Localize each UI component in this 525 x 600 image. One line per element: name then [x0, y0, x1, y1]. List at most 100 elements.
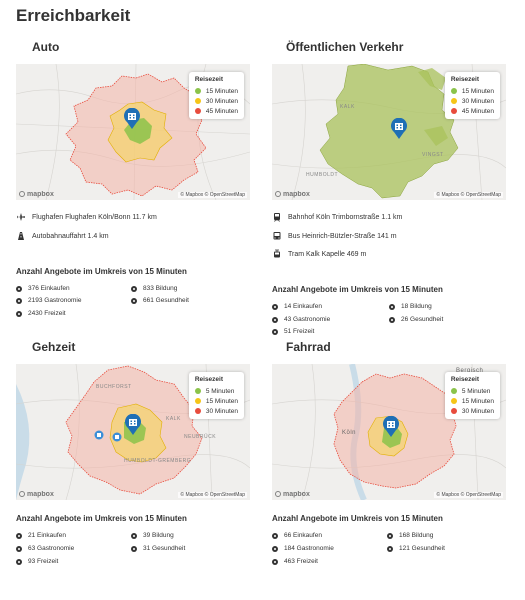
- legend-label: 15 Minuten: [205, 397, 238, 405]
- legend-dot-green: [194, 88, 201, 94]
- legend-label: 30 Minuten: [461, 407, 494, 415]
- info-highway-text: Autobahnauffahrt 1.4 km: [32, 232, 109, 240]
- legend-fahrrad: Reisezeit 5 Minuten 15 Minuten 30 Minute…: [444, 372, 500, 419]
- stats-title-oev: Anzahl Angebote im Umkreis von 15 Minute…: [272, 285, 443, 294]
- map-label: KALK: [340, 104, 355, 110]
- legend-dot-red: [194, 408, 201, 414]
- legend-auto: Reisezeit 15 Minuten 30 Minuten 45 Minut…: [188, 72, 244, 119]
- section-title-oev: Öffentlichen Verkehr: [286, 40, 404, 54]
- info-train-text: Bahnhof Köln Trimbornstraße 1.1 km: [288, 213, 403, 221]
- highway-icon: [16, 231, 26, 241]
- legend-dot-green: [450, 388, 457, 394]
- section-title-gehzeit: Gehzeit: [32, 340, 76, 354]
- legend-gehzeit: Reisezeit 5 Minuten 15 Minuten 30 Minute…: [188, 372, 244, 419]
- legend-label: 45 Minuten: [461, 107, 494, 115]
- mapbox-logo[interactable]: mapbox: [275, 491, 310, 498]
- info-airport: Flughafen Flughafen Köln/Bonn 11.7 km: [16, 212, 157, 222]
- legend-dot-green: [194, 388, 201, 394]
- map-label: BUCHFORST: [96, 384, 132, 390]
- tram-icon: [272, 249, 282, 259]
- location-pin-icon[interactable]: [124, 414, 142, 436]
- legend-label: 45 Minuten: [205, 107, 238, 115]
- map-label: HUMBOLDT: [306, 172, 339, 178]
- legend-title: Reisezeit: [194, 376, 224, 383]
- location-pin-icon[interactable]: [382, 416, 400, 438]
- stat-item: 51 Freizeit: [272, 328, 314, 335]
- legend-label: 5 Minuten: [205, 387, 235, 395]
- bus-icon: [272, 231, 282, 241]
- map-fahrrad[interactable]: Bergisch Köln Reisezeit 5 Minuten 15 Min…: [272, 364, 506, 500]
- legend-dot-yellow: [450, 98, 457, 104]
- map-attribution[interactable]: © Mapbox © OpenStreetMap: [178, 192, 247, 198]
- stat-item: 43 Gastronomie: [272, 316, 330, 323]
- stat-item: 14 Einkaufen: [272, 303, 322, 310]
- legend-title: Reisezeit: [194, 76, 224, 83]
- legend-dot-yellow: [194, 98, 201, 104]
- page-title: Erreichbarkeit: [16, 6, 131, 25]
- mapbox-logo[interactable]: mapbox: [19, 191, 54, 198]
- stat-item: 833 Bildung: [131, 285, 177, 292]
- legend-label: 15 Minuten: [205, 87, 238, 95]
- stat-item: 63 Gastronomie: [16, 545, 74, 552]
- legend-dot-yellow: [194, 398, 201, 404]
- legend-label: 30 Minuten: [205, 97, 238, 105]
- legend-dot-red: [450, 108, 457, 114]
- stats-title-auto: Anzahl Angebote im Umkreis von 15 Minute…: [16, 267, 187, 276]
- legend-dot-red: [194, 108, 201, 114]
- section-title-fahrrad: Fahrrad: [286, 340, 331, 354]
- stat-item: 93 Freizeit: [16, 558, 58, 565]
- airplane-icon: [16, 212, 26, 222]
- legend-label: 30 Minuten: [461, 97, 494, 105]
- map-label: VINGST: [422, 152, 444, 158]
- legend-title: Reisezeit: [450, 76, 480, 83]
- stat-item: 376 Einkaufen: [16, 285, 70, 292]
- mapbox-logo[interactable]: mapbox: [19, 491, 54, 498]
- stat-item: 66 Einkaufen: [272, 532, 322, 539]
- info-tram-text: Tram Kalk Kapelle 469 m: [288, 250, 367, 258]
- legend-dot-red: [450, 408, 457, 414]
- mapbox-logo[interactable]: mapbox: [275, 191, 310, 198]
- map-auto[interactable]: Reisezeit 15 Minuten 30 Minuten 45 Minut…: [16, 64, 250, 200]
- info-bus: Bus Heinrich-Bützler-Straße 141 m: [272, 231, 397, 241]
- info-highway: Autobahnauffahrt 1.4 km: [16, 231, 109, 241]
- map-attribution[interactable]: © Mapbox © OpenStreetMap: [178, 492, 247, 498]
- map-label: Köln: [342, 430, 357, 436]
- location-pin-icon[interactable]: [390, 118, 408, 140]
- map-label: Bergisch: [456, 368, 484, 374]
- legend-label: 15 Minuten: [461, 397, 494, 405]
- stats-title-gehzeit: Anzahl Angebote im Umkreis von 15 Minute…: [16, 514, 187, 523]
- stats-title-fahrrad: Anzahl Angebote im Umkreis von 15 Minute…: [272, 514, 443, 523]
- info-airport-text: Flughafen Flughafen Köln/Bonn 11.7 km: [32, 213, 157, 221]
- map-gehzeit[interactable]: BUCHFORST KALK HUMBOLDT-GREMBERG NEUBRÜC…: [16, 364, 250, 500]
- poi-marker-icon[interactable]: [94, 430, 104, 440]
- stat-item: 168 Bildung: [387, 532, 433, 539]
- map-label: HUMBOLDT-GREMBERG: [124, 458, 192, 464]
- info-bus-text: Bus Heinrich-Bützler-Straße 141 m: [288, 232, 397, 240]
- stat-item: 2193 Gastronomie: [16, 297, 81, 304]
- info-tram: Tram Kalk Kapelle 469 m: [272, 249, 366, 259]
- map-label: KALK: [166, 416, 181, 422]
- stat-item: 463 Freizeit: [272, 558, 318, 565]
- legend-dot-yellow: [450, 398, 457, 404]
- stat-item: 21 Einkaufen: [16, 532, 66, 539]
- stat-item: 121 Gesundheit: [387, 545, 445, 552]
- map-oev-base: [272, 64, 506, 200]
- map-label: NEUBRÜCK: [184, 434, 217, 440]
- legend-title: Reisezeit: [450, 376, 480, 383]
- section-title-auto: Auto: [32, 40, 60, 54]
- stat-item: 661 Gesundheit: [131, 297, 189, 304]
- map-attribution[interactable]: © Mapbox © OpenStreetMap: [434, 192, 503, 198]
- stat-item: 2430 Freizeit: [16, 310, 66, 317]
- stat-item: 184 Gastronomie: [272, 545, 334, 552]
- legend-dot-green: [450, 88, 457, 94]
- map-oev[interactable]: KALK VINGST HUMBOLDT Reisezeit 15 Minute…: [272, 64, 506, 200]
- legend-label: 15 Minuten: [461, 87, 494, 95]
- train-icon: [272, 212, 282, 222]
- location-pin-icon[interactable]: [123, 108, 141, 130]
- legend-oev: Reisezeit 15 Minuten 30 Minuten 45 Minut…: [444, 72, 500, 119]
- legend-label: 5 Minuten: [461, 387, 491, 395]
- legend-label: 30 Minuten: [205, 407, 238, 415]
- stat-item: 26 Gesundheit: [389, 316, 443, 323]
- poi-marker-icon[interactable]: [112, 432, 122, 442]
- map-attribution[interactable]: © Mapbox © OpenStreetMap: [434, 492, 503, 498]
